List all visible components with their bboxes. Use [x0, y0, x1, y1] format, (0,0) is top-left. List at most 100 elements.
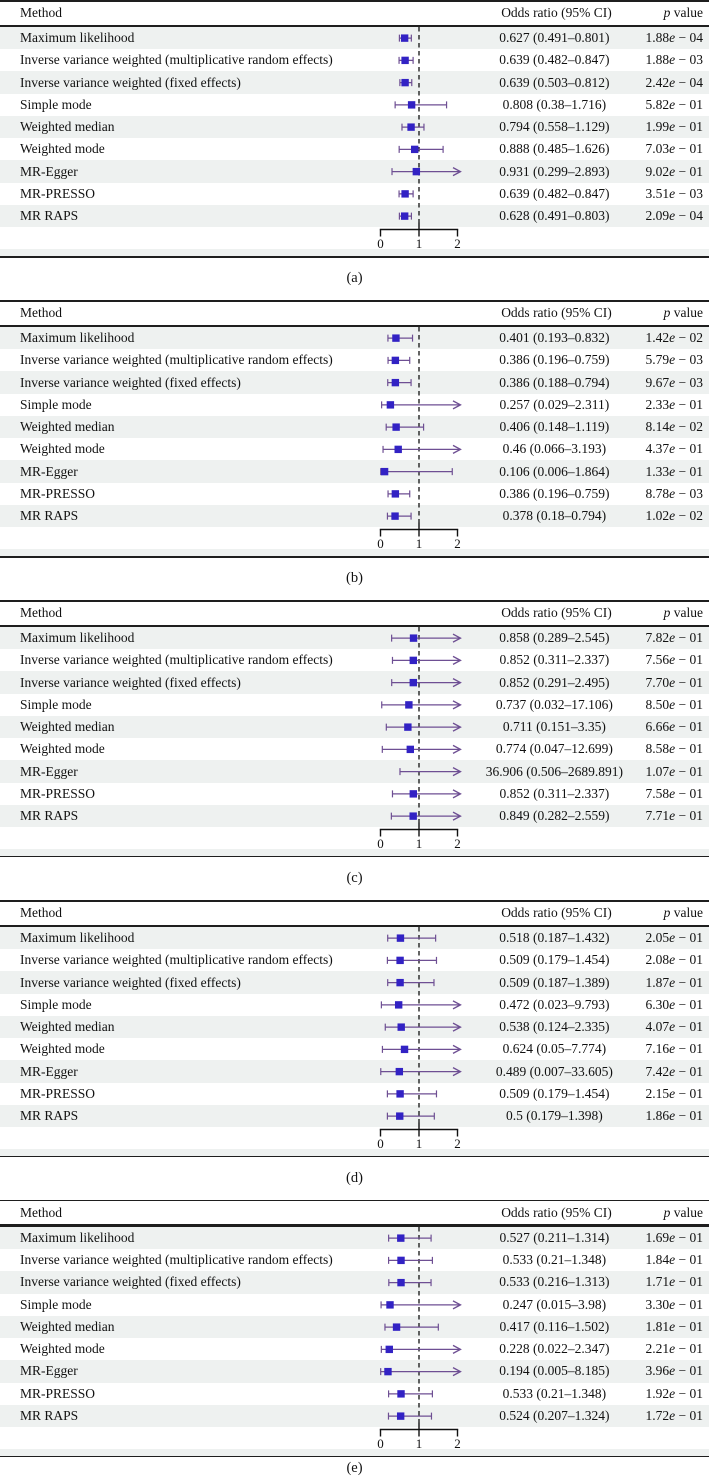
- method-cell: MR RAPS: [20, 208, 79, 224]
- bottom-stripe-band: [0, 1448, 709, 1456]
- method-cell: Weighted median: [20, 1318, 115, 1334]
- odds-ratio-cell: 0.378 (0.18–0.794): [502, 508, 607, 524]
- table-row: Weighted median 0.406 (0.148–1.119) 8.14e …: [0, 415, 709, 439]
- method-cell: Inverse variance weighted (multiplicativ…: [20, 52, 333, 68]
- odds-ratio-cell: 0.852 (0.311–2.337): [499, 785, 610, 801]
- table-row: MR-Egger 0.194 (0.005–8.185) 3.96e − 01: [0, 1360, 709, 1383]
- odds-ratio-cell: 0.509 (0.179–1.454): [499, 952, 610, 968]
- table-row: Weighted median 0.417 (0.116–1.502) 1.81e …: [0, 1315, 709, 1339]
- method-cell: MR-PRESSO: [20, 185, 96, 201]
- panel-bottom-rule: [0, 855, 709, 858]
- table-body: Maximum likelihood 0.401 (0.193–0.832) 1.4…: [0, 326, 709, 528]
- table-header: Method Odds ratio (95% CI) p value: [0, 901, 709, 925]
- table-row: Weighted mode 0.624 (0.05–7.774) 7.16e − 0…: [0, 1038, 709, 1060]
- header-odds-ratio: Odds ratio (95% CI): [501, 305, 612, 321]
- p-value-cell: 7.16e − 01: [645, 1041, 703, 1057]
- header-method: Method: [20, 605, 62, 621]
- odds-ratio-cell: 0.386 (0.196–0.759): [499, 485, 610, 501]
- p-value-cell: 3.30e − 01: [645, 1296, 703, 1312]
- odds-ratio-cell: 0.639 (0.482–0.847): [499, 185, 610, 201]
- header-p-value: p value: [648, 5, 709, 21]
- table-row: Simple mode 0.472 (0.023–9.793) 6.30e − 01: [0, 994, 709, 1016]
- table-row: Maximum likelihood 0.627 (0.491–0.801) 1.8…: [0, 26, 709, 50]
- header-p-italic: p: [663, 905, 671, 920]
- p-value-cell: 2.09e − 04: [645, 208, 703, 224]
- header-p-italic: p: [663, 605, 671, 621]
- header-odds-ratio: Odds ratio (95% CI): [501, 1204, 612, 1220]
- p-value-cell: 7.56e − 01: [645, 652, 703, 668]
- table-header: Method Odds ratio (95% CI) p value: [0, 301, 709, 325]
- p-value-cell: 1.88e − 04: [645, 30, 703, 46]
- x-axis-zone: [0, 527, 709, 549]
- p-value-cell: 6.30e − 01: [645, 996, 703, 1012]
- p-value-cell: 6.66e − 01: [645, 719, 703, 735]
- table-row: Maximum likelihood 0.518 (0.187–1.432) 2.0…: [0, 926, 709, 950]
- forest-panel-c: Method Odds ratio (95% CI) p value Maxim…: [0, 599, 709, 900]
- table-row: Weighted mode 0.228 (0.022–2.347) 2.21e − …: [0, 1338, 709, 1360]
- p-value-cell: 4.37e − 01: [645, 441, 703, 457]
- method-cell: MR-Egger: [20, 1063, 78, 1079]
- header-rule: [0, 1224, 709, 1227]
- odds-ratio-cell: 0.247 (0.015–3.98): [502, 1296, 607, 1312]
- p-value-cell: 7.82e − 01: [645, 630, 703, 646]
- table-row: MR-Egger 0.489 (0.007–33.605) 7.42e − 01: [0, 1060, 709, 1083]
- table-row: MR-PRESSO 0.852 (0.311–2.337) 7.58e − 01: [0, 783, 709, 805]
- odds-ratio-cell: 0.509 (0.187–1.389): [499, 974, 610, 990]
- p-value-cell: 1.84e − 01: [645, 1252, 703, 1268]
- method-cell: MR RAPS: [20, 808, 79, 824]
- panel-bottom-rule: [0, 1455, 709, 1458]
- odds-ratio-cell: 0.527 (0.211–1.314): [499, 1229, 610, 1245]
- method-cell: MR-Egger: [20, 163, 78, 179]
- p-value-cell: 1.86e − 01: [645, 1108, 703, 1124]
- method-cell: Inverse variance weighted (multiplicativ…: [20, 952, 333, 968]
- table-row: Weighted mode 0.774 (0.047–12.699) 8.58e −…: [0, 738, 709, 760]
- method-cell: Simple mode: [20, 1296, 92, 1312]
- odds-ratio-cell: 0.509 (0.179–1.454): [499, 1085, 610, 1101]
- header-p-rest: value: [670, 1204, 703, 1220]
- x-axis-zone: [0, 827, 709, 849]
- method-cell: Inverse variance weighted (multiplicativ…: [20, 1252, 333, 1268]
- p-value-cell: 1.81e − 01: [645, 1318, 703, 1334]
- header-p-value: p value: [648, 1205, 709, 1221]
- table-row: Weighted mode 0.888 (0.485–1.626) 7.03e − …: [0, 138, 709, 160]
- table-row: MR-PRESSO 0.639 (0.482–0.847) 3.51e − 03: [0, 183, 709, 205]
- header-rule: [0, 24, 709, 27]
- p-value-cell: 2.42e − 04: [645, 74, 703, 90]
- table-row: Simple mode 0.808 (0.38–1.716) 5.82e − 01: [0, 94, 709, 116]
- p-value-cell: 5.82e − 01: [645, 96, 703, 112]
- odds-ratio-cell: 0.5 (0.179–1.398): [505, 1108, 603, 1124]
- table-row: Maximum likelihood 0.527 (0.211–1.314) 1.6…: [0, 1226, 709, 1250]
- header-method: Method: [20, 905, 62, 920]
- panel-label: (e): [346, 1460, 363, 1477]
- method-cell: MR-PRESSO: [20, 785, 96, 801]
- method-cell: Maximum likelihood: [20, 30, 135, 46]
- p-value-cell: 4.07e − 01: [645, 1019, 703, 1035]
- table-row: Simple mode 0.257 (0.029–2.311) 2.33e − 01: [0, 394, 709, 416]
- table-row: Weighted median 0.711 (0.151–3.35) 6.66e −…: [0, 715, 709, 739]
- panel-top-rule: [0, 899, 709, 902]
- p-value-cell: 1.99e − 01: [645, 119, 703, 135]
- odds-ratio-cell: 0.888 (0.485–1.626): [499, 141, 610, 157]
- table-row: Inverse variance weighted (fixed effects…: [0, 371, 709, 394]
- panel-label: (d): [346, 1170, 363, 1187]
- p-value-cell: 9.67e − 03: [645, 374, 703, 390]
- p-value-cell: 1.02e − 02: [645, 508, 703, 524]
- header-odds-ratio: Odds ratio (95% CI): [501, 5, 612, 21]
- p-value-cell: 2.33e − 01: [645, 396, 703, 412]
- method-cell: MR-PRESSO: [20, 1085, 96, 1101]
- table-row: Weighted median 0.794 (0.558–1.129) 1.99e …: [0, 115, 709, 139]
- p-value-cell: 8.50e − 01: [645, 696, 703, 712]
- forest-panel-a: Method Odds ratio (95% CI) p value Maxim…: [0, 0, 709, 300]
- odds-ratio-cell: 0.533 (0.21–1.348): [502, 1385, 607, 1401]
- p-value-cell: 1.87e − 01: [645, 974, 703, 990]
- method-cell: Maximum likelihood: [20, 630, 135, 646]
- table-row: MR RAPS 0.524 (0.207–1.324) 1.72e − 01: [0, 1404, 709, 1428]
- p-value-cell: 3.51e − 03: [645, 185, 703, 201]
- method-cell: MR-PRESSO: [20, 485, 96, 501]
- panel-top-rule: [0, 1199, 709, 1202]
- odds-ratio-cell: 0.639 (0.482–0.847): [499, 52, 610, 68]
- table-row: Maximum likelihood 0.401 (0.193–0.832) 1.4…: [0, 326, 709, 350]
- odds-ratio-cell: 0.628 (0.491–0.803): [499, 208, 610, 224]
- table-row: MR-Egger 0.106 (0.006–1.864) 1.33e − 01: [0, 460, 709, 483]
- table-row: MR-PRESSO 0.509 (0.179–1.454) 2.15e − 01: [0, 1083, 709, 1105]
